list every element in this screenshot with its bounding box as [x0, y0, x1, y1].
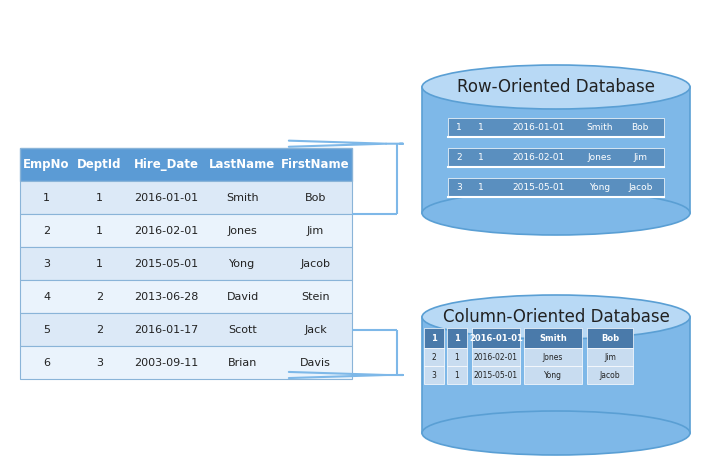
Text: 1: 1 [96, 193, 103, 202]
Ellipse shape [422, 65, 690, 109]
Bar [447, 348, 467, 366]
Text: 2016-01-17: 2016-01-17 [134, 325, 198, 334]
Text: 2016-02-01: 2016-02-01 [134, 226, 198, 235]
Bar [20, 214, 352, 247]
Bar [587, 328, 633, 348]
Text: 2003-09-11: 2003-09-11 [134, 358, 198, 367]
Text: 2: 2 [456, 153, 462, 161]
Text: Yong: Yong [589, 182, 610, 192]
Text: Jim: Jim [604, 352, 616, 361]
Text: 4: 4 [43, 292, 50, 301]
Text: LastName: LastName [210, 158, 276, 171]
Bar [447, 366, 467, 384]
Ellipse shape [422, 191, 690, 235]
Text: DeptId: DeptId [77, 158, 122, 171]
Text: Stein: Stein [301, 292, 330, 301]
Bar [448, 118, 664, 136]
Text: 1: 1 [477, 153, 483, 161]
Text: Brian: Brian [228, 358, 257, 367]
Text: 2: 2 [431, 352, 436, 361]
Text: 5: 5 [43, 325, 50, 334]
Text: Yong: Yong [544, 371, 562, 379]
Text: 2015-05-01: 2015-05-01 [513, 182, 565, 192]
Text: 2016-01-01: 2016-01-01 [469, 333, 523, 343]
Text: Scott: Scott [228, 325, 257, 334]
Bar [447, 328, 467, 348]
Text: Column-Oriented Database: Column-Oriented Database [443, 308, 670, 326]
Text: Davis: Davis [300, 358, 331, 367]
Text: 1: 1 [454, 333, 460, 343]
Text: 2016-02-01: 2016-02-01 [513, 153, 565, 161]
Text: Bob: Bob [305, 193, 326, 202]
Text: 2013-06-28: 2013-06-28 [134, 292, 198, 301]
Bar [20, 181, 352, 214]
Bar [424, 348, 444, 366]
Bar [422, 317, 690, 433]
Text: Jones: Jones [228, 226, 257, 235]
Text: 2016-01-01: 2016-01-01 [513, 122, 565, 132]
Text: Smith: Smith [539, 333, 567, 343]
Bar [524, 366, 582, 384]
Text: Bob: Bob [601, 333, 619, 343]
Text: Hire_Date: Hire_Date [133, 158, 199, 171]
Text: Bob: Bob [631, 122, 649, 132]
Bar [524, 348, 582, 366]
Text: FirstName: FirstName [282, 158, 350, 171]
Bar [472, 366, 520, 384]
Text: 1: 1 [96, 226, 103, 235]
Text: Jacob: Jacob [300, 259, 330, 268]
Text: 6: 6 [43, 358, 50, 367]
Bar [587, 366, 633, 384]
Text: 2016-01-01: 2016-01-01 [134, 193, 198, 202]
Bar [20, 280, 352, 313]
Text: EmpNo: EmpNo [23, 158, 70, 171]
Bar [20, 247, 352, 280]
Text: 2015-05-01: 2015-05-01 [474, 371, 518, 379]
Text: 3: 3 [456, 182, 462, 192]
Bar [424, 328, 444, 348]
Text: 1: 1 [477, 182, 483, 192]
Bar [448, 178, 664, 196]
Text: Yong: Yong [230, 259, 256, 268]
Text: Jim: Jim [634, 153, 647, 161]
Text: Row-Oriented Database: Row-Oriented Database [457, 78, 655, 96]
Bar [472, 328, 520, 348]
Ellipse shape [422, 295, 690, 339]
Bar [524, 328, 582, 348]
Text: 1: 1 [96, 259, 103, 268]
Text: Jacob: Jacob [600, 371, 621, 379]
Text: 3: 3 [43, 259, 50, 268]
Text: Smith: Smith [226, 193, 258, 202]
Bar [20, 313, 352, 346]
Text: 1: 1 [431, 333, 437, 343]
Bar [472, 348, 520, 366]
Text: 1: 1 [454, 371, 459, 379]
Text: 1: 1 [43, 193, 50, 202]
Text: 1: 1 [456, 122, 462, 132]
Text: 2: 2 [96, 325, 103, 334]
Ellipse shape [422, 411, 690, 455]
Text: 2: 2 [96, 292, 103, 301]
Text: 1: 1 [454, 352, 459, 361]
Text: Jim: Jim [307, 226, 324, 235]
Text: Jacob: Jacob [628, 182, 652, 192]
Text: 1: 1 [477, 122, 483, 132]
Text: Smith: Smith [586, 122, 613, 132]
Bar [448, 148, 664, 166]
Text: 3: 3 [96, 358, 103, 367]
Bar [20, 346, 352, 379]
Bar [587, 348, 633, 366]
Text: 2016-02-01: 2016-02-01 [474, 352, 518, 361]
Bar [20, 148, 352, 181]
Text: 2015-05-01: 2015-05-01 [134, 259, 198, 268]
Text: Jones: Jones [543, 352, 563, 361]
Text: 2: 2 [43, 226, 50, 235]
Text: Jack: Jack [304, 325, 327, 334]
Text: Jones: Jones [587, 153, 611, 161]
Bar [424, 366, 444, 384]
Text: David: David [226, 292, 258, 301]
Text: 3: 3 [431, 371, 436, 379]
Bar [422, 87, 690, 213]
